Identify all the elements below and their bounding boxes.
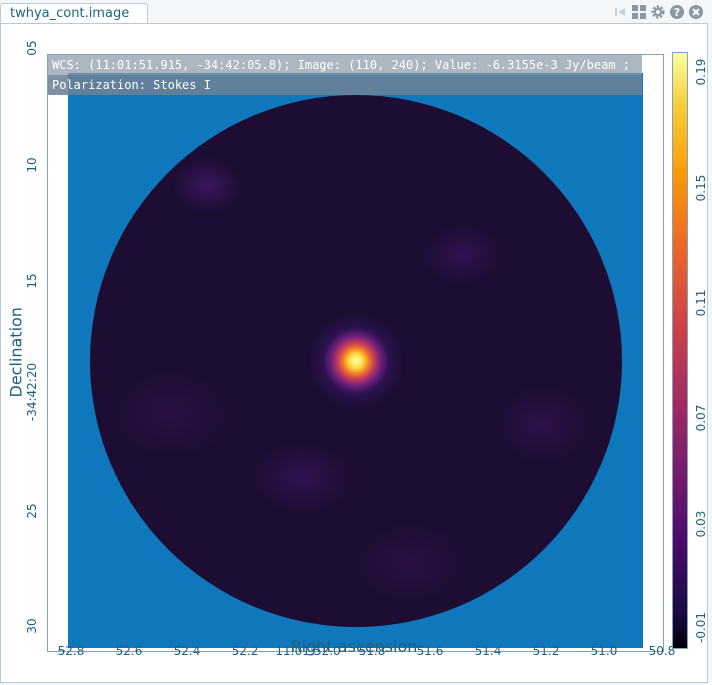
help-icon[interactable]: ? bbox=[669, 4, 685, 20]
y-tick: 05 bbox=[25, 40, 39, 56]
x-axis-title: Right ascension bbox=[290, 637, 418, 656]
image-canvas[interactable]: WCS: (11:01:51.915, -34:42:05.8); Image:… bbox=[47, 54, 664, 652]
tab-image[interactable]: twhya_cont.image bbox=[0, 3, 148, 23]
settings-gear-icon[interactable] bbox=[650, 4, 666, 20]
x-tick: 51.2 bbox=[532, 644, 560, 658]
colorbar-tick: 0.15 bbox=[694, 174, 708, 202]
colorbar-tick: 0.07 bbox=[694, 404, 708, 432]
colorbar-tick: 0.11 bbox=[694, 289, 708, 317]
x-tick: 51.8 bbox=[358, 644, 386, 658]
image-view-frame: WCS: (11:01:51.915, -34:42:05.8); Image:… bbox=[0, 23, 708, 683]
x-tick: 51.6 bbox=[416, 644, 444, 658]
y-tick: 15 bbox=[25, 273, 39, 289]
y-tick: 25 bbox=[25, 503, 39, 519]
y-tick: -34:42:20 bbox=[25, 362, 39, 422]
y-axis-title: Declination bbox=[6, 307, 26, 398]
y-tick: 30 bbox=[25, 618, 39, 634]
colorbar-tick: 0.03 bbox=[694, 510, 708, 538]
image-background bbox=[68, 73, 643, 648]
colorbar[interactable] bbox=[672, 52, 688, 649]
first-frame-icon[interactable] bbox=[612, 4, 628, 20]
continuum-image[interactable] bbox=[90, 95, 622, 627]
svg-text:?: ? bbox=[674, 6, 680, 19]
x-tick: 52.6 bbox=[115, 644, 143, 658]
x-tick: 52.8 bbox=[57, 644, 85, 658]
x-tick: 52.4 bbox=[173, 644, 201, 658]
tab-bar: twhya_cont.image ? bbox=[0, 0, 712, 24]
cursor-info-panel: WCS: (11:01:51.915, -34:42:05.8); Image:… bbox=[48, 55, 642, 95]
x-tick: 52.2 bbox=[231, 644, 259, 658]
colorbar-tick: 0.19 bbox=[694, 58, 708, 86]
cursor-wcs-text: WCS: (11:01:51.915, -34:42:05.8); Image:… bbox=[52, 58, 630, 72]
layout-grid-icon[interactable] bbox=[631, 4, 647, 20]
x-tick: 50.8 bbox=[648, 644, 676, 658]
x-tick: 11:01:52.0 bbox=[275, 644, 341, 658]
cursor-polarization-text: Polarization: Stokes I bbox=[48, 75, 642, 95]
close-icon[interactable] bbox=[688, 4, 704, 20]
beam-ellipse-icon bbox=[54, 644, 66, 651]
y-tick: 10 bbox=[25, 157, 39, 173]
x-tick: 51.0 bbox=[590, 644, 618, 658]
toolbar: ? bbox=[612, 2, 704, 22]
x-tick: 51.4 bbox=[474, 644, 502, 658]
